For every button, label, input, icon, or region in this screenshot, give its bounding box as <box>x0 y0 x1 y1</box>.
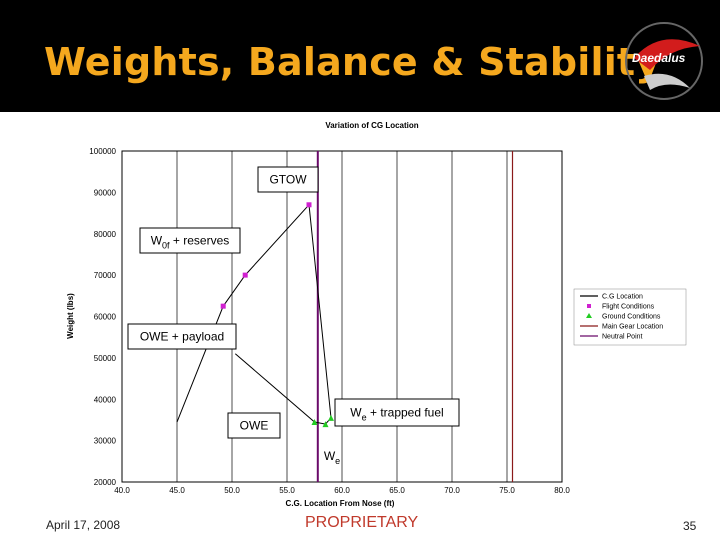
slide-title: Weights, Balance & Stability <box>44 40 661 84</box>
y-tick-label: 60000 <box>94 313 117 322</box>
page-number: 35 <box>683 519 697 533</box>
y-tick-label: 50000 <box>94 354 117 363</box>
owe-label: OWE <box>227 412 281 439</box>
legend-swatch <box>586 313 592 318</box>
x-tick-label: 60.0 <box>334 486 350 495</box>
legend-cg-location: C.G Location <box>580 294 643 301</box>
annotation-box <box>139 227 241 254</box>
y-tick-label: 90000 <box>94 188 117 197</box>
flight-condition-point <box>242 272 248 278</box>
legend-label: Ground Conditions <box>602 314 661 321</box>
annotation-suffix: + trapped fuel <box>367 406 444 420</box>
logo-ring <box>625 22 703 100</box>
y-axis-label: Weight (lbs) <box>66 293 75 339</box>
annotation-main: W <box>151 234 163 248</box>
legend-label: Main Gear Location <box>602 324 663 331</box>
y-tick-label: 100000 <box>89 147 116 156</box>
flight-condition-point <box>306 202 312 208</box>
annotation-main: W <box>350 406 362 420</box>
legend-label: C.G Location <box>602 294 643 301</box>
wof-reserves-label: W0f + reserves <box>139 227 241 254</box>
x-tick-label: 65.0 <box>389 486 405 495</box>
we-label: We <box>324 449 340 466</box>
x-tick-label: 80.0 <box>554 486 570 495</box>
annotation-main: OWE + payload <box>140 330 224 344</box>
y-tick-label: 70000 <box>94 271 117 280</box>
logo-feather <box>644 73 690 90</box>
y-tick-label: 40000 <box>94 395 117 404</box>
annotation-subscript: 0f <box>162 241 170 251</box>
annotation-box <box>227 412 281 439</box>
x-tick-label: 55.0 <box>279 486 295 495</box>
gtow-label: GTOW <box>257 166 319 193</box>
annotation-text: We + trapped fuel <box>350 406 443 423</box>
cg-location-line <box>176 203 332 425</box>
annotation-main: GTOW <box>269 173 307 187</box>
annotation-text: OWE + payload <box>140 330 224 344</box>
annotation-subscript: e <box>362 413 367 423</box>
footer-date: April 17, 2008 <box>46 518 121 532</box>
we-trapped-fuel-label: We + trapped fuel <box>334 398 460 427</box>
slide-header <box>0 0 720 112</box>
annotation-box <box>334 398 460 427</box>
annotation-text: GTOW <box>269 173 307 187</box>
legend-label: Flight Conditions <box>602 304 655 311</box>
annotation-text: We <box>324 449 340 466</box>
x-tick-label: 40.0 <box>114 486 130 495</box>
flight-condition-point <box>220 303 226 309</box>
annotation-box <box>127 323 237 350</box>
daedalus-logo: Daedalus <box>625 22 703 100</box>
y-tick-label: 80000 <box>94 230 117 239</box>
y-tick-label: 30000 <box>94 437 117 446</box>
chart-title: Variation of CG Location <box>325 121 418 130</box>
chart-ticks: 40.0 45.0 50.0 55.0 60.0 65.0 70.0 75.0 80.0 2000… <box>89 147 570 495</box>
annotation-text: W0f + reserves <box>151 234 230 251</box>
annotation-subscript: e <box>335 456 340 466</box>
chart-marks <box>220 202 334 428</box>
logo-text: Daedalus <box>632 51 686 65</box>
legend-flight-conditions: Flight Conditions <box>587 304 655 311</box>
legend-main-gear: Main Gear Location <box>580 324 663 331</box>
legend-neutral-point: Neutral Point <box>580 334 643 341</box>
y-tick-label: 20000 <box>94 478 117 487</box>
owe-payload-label: OWE + payload <box>127 323 237 350</box>
legend-ground-conditions: Ground Conditions <box>586 313 661 321</box>
ground-condition-point <box>328 414 334 421</box>
x-axis-label: C.G. Location From Nose (ft) <box>286 499 395 508</box>
annotation-main: OWE <box>240 419 269 433</box>
ground-condition-point <box>322 421 329 428</box>
legend-label: Neutral Point <box>602 334 643 341</box>
chart-grid <box>121 150 563 483</box>
x-tick-label: 45.0 <box>169 486 185 495</box>
x-tick-label: 70.0 <box>444 486 460 495</box>
chart-legend: C.G Location Flight Conditions Ground Cond… <box>573 288 687 346</box>
annotation-main: W <box>324 449 336 463</box>
footer-proprietary: PROPRIETARY <box>305 514 419 531</box>
x-tick-label: 50.0 <box>224 486 240 495</box>
ground-condition-point <box>311 419 318 426</box>
logo-wing <box>634 39 700 70</box>
reference-lines <box>316 151 514 482</box>
annotation-box <box>257 166 319 193</box>
legend-swatch <box>587 304 591 308</box>
annotation-text: OWE <box>240 419 269 433</box>
annotation-suffix: + reserves <box>170 234 230 248</box>
x-tick-label: 75.0 <box>499 486 515 495</box>
